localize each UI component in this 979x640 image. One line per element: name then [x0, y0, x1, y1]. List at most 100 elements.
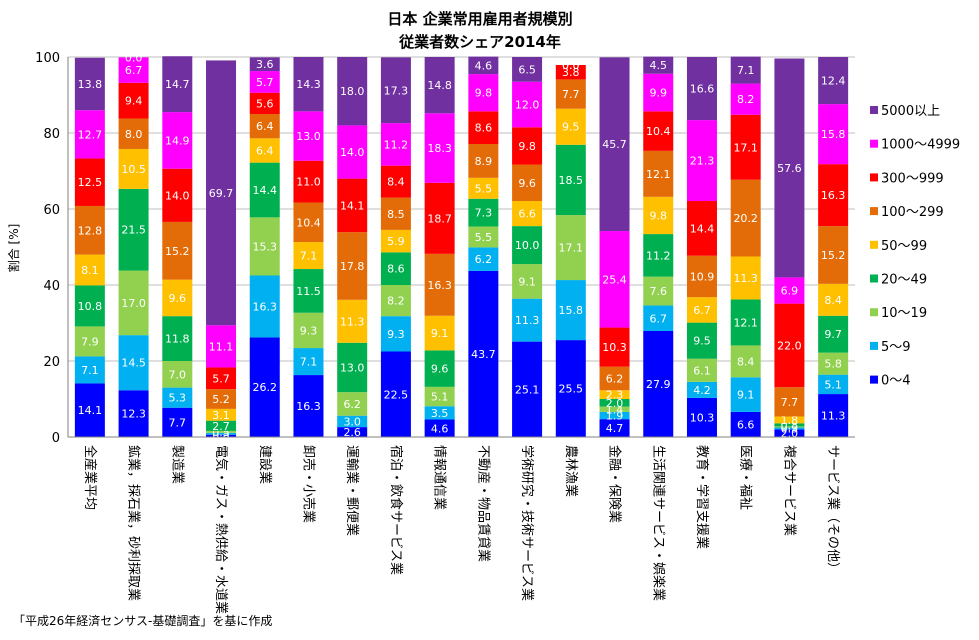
data-label: 11.1 — [209, 340, 234, 353]
data-label: 16.3 — [296, 400, 321, 413]
bar-segment — [118, 148, 149, 189]
data-label: 12.3 — [121, 408, 146, 421]
bar-segment — [118, 82, 149, 119]
bar-segment — [643, 234, 674, 277]
bar-segment — [380, 285, 411, 317]
data-label: 14.1 — [340, 199, 365, 212]
data-label: 6.7 — [125, 64, 143, 77]
legend-swatch — [870, 308, 878, 317]
bar-segment — [730, 345, 761, 378]
bar-segment — [337, 415, 368, 428]
data-label: 15.8 — [559, 304, 584, 317]
bar-segment — [74, 285, 105, 327]
bar-segment — [293, 375, 324, 437]
data-label: 6.9 — [781, 285, 799, 298]
x-tick-label: 生活関連サービス・娯楽業 — [650, 445, 666, 601]
bar-segment — [118, 188, 149, 271]
bar-segment — [512, 164, 543, 202]
data-label: 9.6 — [431, 363, 449, 376]
bar-segment — [686, 297, 717, 323]
bar-segment — [686, 397, 717, 437]
data-label: 7.7 — [169, 416, 187, 429]
bar-segment — [424, 419, 455, 437]
bar-segment — [599, 406, 630, 412]
data-label: 27.9 — [646, 378, 671, 391]
bar-segment — [249, 92, 280, 114]
bar-stack: 0.60.50.52.73.15.25.711.169.7 — [206, 60, 237, 443]
y-axis: 0 20 40 60 80 100 — [35, 51, 855, 446]
data-label: 17.3 — [384, 84, 409, 97]
bar-segment — [337, 427, 368, 437]
data-label: 16.3 — [253, 300, 278, 313]
x-tick-label: 農林漁業 — [563, 445, 579, 497]
bar-segment — [162, 221, 193, 280]
data-label: 4.7 — [606, 422, 624, 435]
data-label: 26.2 — [253, 381, 278, 394]
bar-segment — [512, 57, 543, 82]
data-label: 14.9 — [165, 134, 190, 147]
legend-item: 0〜4 — [870, 374, 911, 389]
bar-segment — [74, 356, 105, 384]
legend-label: 50〜99 — [881, 239, 927, 254]
bar-segment — [555, 215, 586, 281]
bar-segment — [643, 111, 674, 151]
data-label: 8.4 — [737, 355, 755, 368]
bar-segment — [555, 64, 586, 80]
bar-segment — [468, 270, 499, 437]
data-label: 9.1 — [518, 275, 536, 288]
data-label: 8.1 — [81, 264, 99, 277]
bar-segment — [599, 327, 630, 367]
bar-segment — [249, 217, 280, 276]
data-label: 1.9 — [606, 410, 624, 423]
data-label: 12.1 — [646, 168, 671, 181]
bars: 14.1 7.1 7.9 10.8 8.1 12.8 12.5 12.7 13.8 12.3 14.… — [74, 51, 849, 443]
data-label: 9.3 — [387, 328, 405, 341]
data-label: 5.1 — [431, 391, 449, 404]
bar-segment — [293, 312, 324, 349]
data-label: 7.3 — [475, 207, 493, 220]
bar-stack: 11.3 5.1 5.8 9.7 8.4 15.2 16.3 15.8 12.4 — [818, 57, 849, 437]
bar-segment — [293, 348, 324, 376]
data-label: 6.7 — [650, 312, 668, 325]
bar-segment — [555, 108, 586, 145]
bar-segment — [686, 381, 717, 398]
legend-swatch — [870, 240, 878, 249]
data-label: 11.8 — [165, 333, 190, 346]
legend-label: 0〜4 — [881, 374, 911, 389]
bar-segment — [599, 399, 630, 407]
bar-segment — [293, 160, 324, 203]
bar-segment — [74, 57, 105, 111]
data-label: 6.4 — [256, 144, 274, 157]
legend-item: 10〜19 — [870, 306, 927, 321]
bar-segment — [555, 144, 586, 216]
bar-segment — [337, 57, 368, 126]
data-label: 11.3 — [340, 315, 365, 328]
bar-segment — [74, 326, 105, 357]
bar-segment — [206, 60, 237, 326]
data-label: 4.6 — [475, 59, 493, 72]
data-label: 22.5 — [384, 388, 409, 401]
data-label: 5.8 — [824, 358, 842, 371]
bar-segment — [774, 58, 805, 278]
data-label: 18.0 — [340, 85, 365, 98]
bar-segment — [293, 242, 324, 270]
bar-segment — [730, 114, 761, 180]
data-label: 5.1 — [824, 378, 842, 391]
bar-segment — [118, 390, 149, 437]
data-label: 6.1 — [693, 364, 711, 377]
data-label: 0.0 — [562, 59, 580, 72]
data-label: 16.3 — [427, 279, 452, 292]
legend-swatch — [870, 139, 878, 148]
bar-segment — [424, 350, 455, 387]
data-label: 9.8 — [650, 209, 668, 222]
bar-segment — [118, 270, 149, 336]
data-label: 3.5 — [431, 407, 449, 420]
bar-segment — [293, 202, 324, 243]
data-label: 3.6 — [256, 58, 274, 71]
data-label: 8.2 — [387, 295, 405, 308]
bar-segment — [206, 420, 237, 431]
data-label: 6.6 — [737, 418, 755, 431]
data-label: 13.8 — [78, 78, 103, 91]
bar-stack: 12.3 14.5 17.0 21.5 10.5 8.0 9.4 6.70.0 — [118, 51, 149, 437]
data-label: 6.4 — [256, 120, 274, 133]
